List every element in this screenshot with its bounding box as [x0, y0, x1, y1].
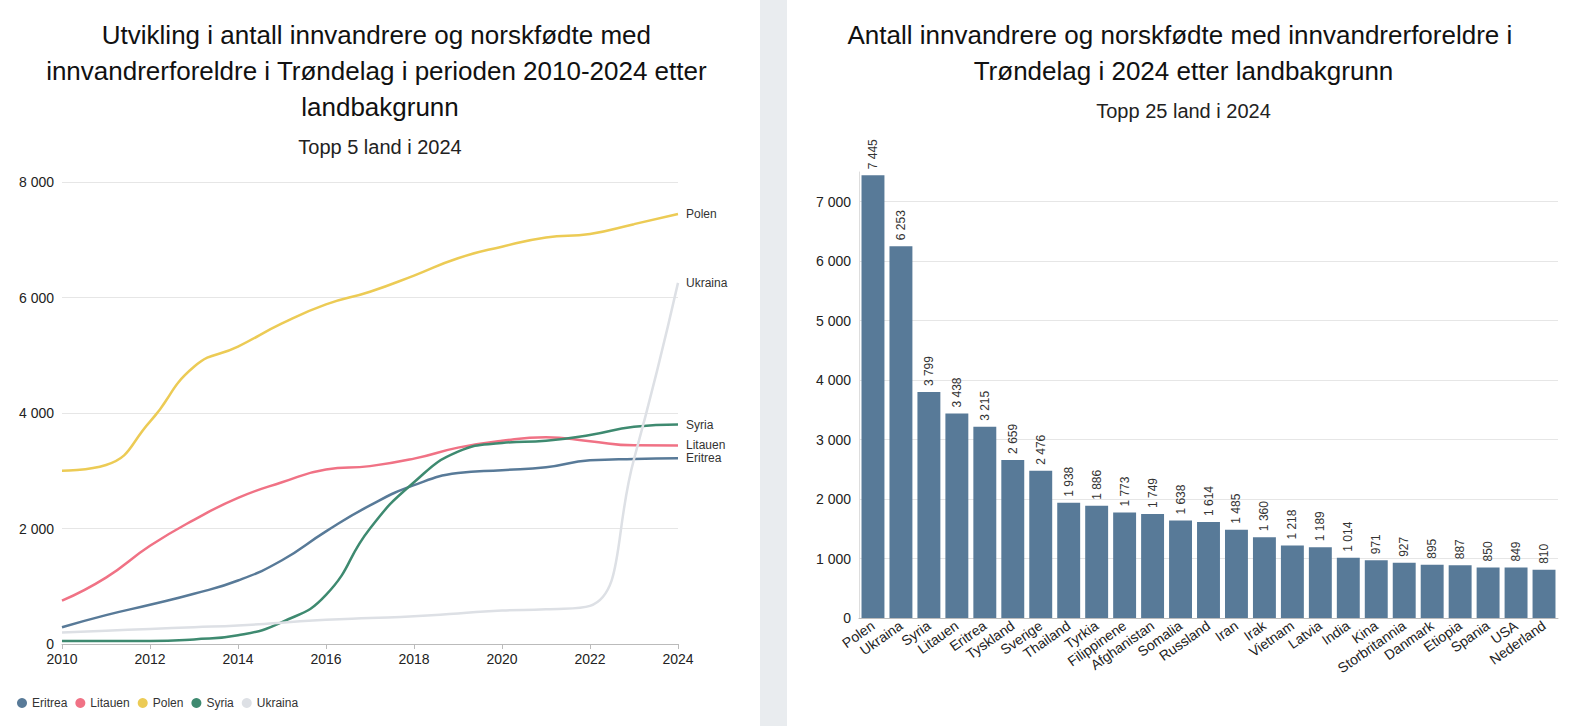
svg-text:Eritrea: Eritrea	[32, 696, 68, 710]
svg-text:6 000: 6 000	[816, 253, 851, 269]
svg-text:Iran: Iran	[1212, 617, 1241, 644]
svg-text:Litauen: Litauen	[914, 617, 962, 657]
svg-text:6 253: 6 253	[894, 210, 908, 240]
svg-text:2020: 2020	[486, 651, 517, 667]
svg-text:1 485: 1 485	[1229, 493, 1243, 523]
svg-text:2 659: 2 659	[1006, 424, 1020, 454]
svg-text:Eritrea: Eritrea	[946, 617, 990, 655]
svg-text:Topp 25 land i 2024: Topp 25 land i 2024	[1096, 100, 1271, 122]
svg-text:Tyrkia: Tyrkia	[1061, 617, 1102, 652]
svg-text:Topp 5 land i 2024: Topp 5 land i 2024	[298, 136, 461, 158]
svg-text:4 000: 4 000	[19, 405, 54, 421]
svg-text:Thailand: Thailand	[1020, 617, 1074, 662]
svg-text:Ukraina: Ukraina	[857, 617, 906, 658]
svg-text:2 000: 2 000	[19, 521, 54, 537]
svg-text:Litauen: Litauen	[90, 696, 129, 710]
svg-text:1 886: 1 886	[1090, 469, 1104, 499]
svg-text:India: India	[1319, 617, 1353, 648]
svg-text:2 000: 2 000	[816, 491, 851, 507]
svg-text:Ukraina: Ukraina	[257, 696, 299, 710]
svg-text:Storbritannia: Storbritannia	[1334, 617, 1409, 677]
svg-text:1 014: 1 014	[1341, 521, 1355, 551]
svg-text:Ukraina: Ukraina	[686, 276, 728, 290]
svg-text:5 000: 5 000	[816, 313, 851, 329]
svg-text:Afghanistan: Afghanistan	[1087, 617, 1158, 673]
svg-text:0: 0	[843, 610, 851, 626]
svg-text:3 000: 3 000	[816, 432, 851, 448]
svg-text:1 773: 1 773	[1118, 476, 1132, 506]
svg-text:Polen: Polen	[686, 207, 717, 221]
svg-text:Spania: Spania	[1448, 617, 1493, 655]
svg-text:1 938: 1 938	[1062, 466, 1076, 496]
svg-text:3 799: 3 799	[922, 356, 936, 386]
svg-text:2018: 2018	[398, 651, 429, 667]
svg-text:Polen: Polen	[839, 617, 878, 652]
svg-text:4 000: 4 000	[816, 372, 851, 388]
svg-text:927: 927	[1397, 537, 1411, 557]
svg-text:USA: USA	[1487, 617, 1521, 648]
svg-text:1 638: 1 638	[1174, 484, 1188, 514]
svg-text:1 000: 1 000	[816, 551, 851, 567]
svg-text:1 360: 1 360	[1257, 501, 1271, 531]
svg-text:Danmark: Danmark	[1381, 617, 1437, 664]
svg-text:2014: 2014	[222, 651, 253, 667]
svg-text:2024: 2024	[662, 651, 693, 667]
svg-text:895: 895	[1425, 538, 1439, 558]
svg-text:1 614: 1 614	[1202, 486, 1216, 516]
svg-text:Syria: Syria	[686, 418, 714, 432]
svg-text:7 445: 7 445	[866, 139, 880, 169]
svg-text:3 438: 3 438	[950, 377, 964, 407]
svg-text:Vietnam: Vietnam	[1245, 617, 1297, 660]
svg-text:Eritrea: Eritrea	[686, 451, 722, 465]
svg-text:3 215: 3 215	[978, 390, 992, 420]
svg-text:Irak: Irak	[1240, 617, 1269, 644]
svg-text:Syria: Syria	[206, 696, 234, 710]
svg-text:1 749: 1 749	[1146, 478, 1160, 508]
svg-text:Filippinene: Filippinene	[1064, 617, 1130, 670]
svg-text:Trøndelag i 2024 etter landbak: Trøndelag i 2024 etter landbakgrunn	[974, 56, 1394, 86]
svg-text:Somalia: Somalia	[1134, 617, 1186, 660]
svg-text:innvandrerforeldre i Trøndelag: innvandrerforeldre i Trøndelag i periode…	[46, 56, 714, 86]
svg-text:2012: 2012	[134, 651, 165, 667]
svg-text:6 000: 6 000	[19, 290, 54, 306]
svg-text:1 189: 1 189	[1313, 511, 1327, 541]
svg-text:2022: 2022	[574, 651, 605, 667]
svg-text:Polen: Polen	[153, 696, 184, 710]
svg-text:Russland: Russland	[1156, 617, 1213, 664]
svg-text:887: 887	[1453, 539, 1467, 559]
svg-text:Nederland: Nederland	[1487, 617, 1549, 667]
svg-text:971: 971	[1369, 534, 1383, 554]
svg-text:Etiopia: Etiopia	[1420, 617, 1465, 656]
svg-text:Syria: Syria	[898, 617, 934, 649]
svg-text:849: 849	[1509, 541, 1523, 561]
svg-text:0: 0	[46, 636, 54, 652]
svg-text:Utvikling i antall innvandrere: Utvikling i antall innvandrere og norskf…	[102, 20, 658, 50]
svg-text:2016: 2016	[310, 651, 341, 667]
svg-text:Kina: Kina	[1348, 617, 1381, 647]
svg-text:Antall innvandrere og norskfød: Antall innvandrere og norskfødte med inn…	[847, 20, 1519, 50]
svg-text:Litauen: Litauen	[686, 438, 725, 452]
svg-text:2010: 2010	[46, 651, 77, 667]
svg-text:7 000: 7 000	[816, 194, 851, 210]
svg-text:810: 810	[1537, 543, 1551, 563]
svg-text:Sverige: Sverige	[997, 617, 1046, 658]
svg-text:850: 850	[1481, 541, 1495, 561]
svg-text:2 476: 2 476	[1034, 434, 1048, 464]
svg-text:1 218: 1 218	[1285, 509, 1299, 539]
svg-text:Tyskland: Tyskland	[962, 617, 1018, 663]
svg-text:8 000: 8 000	[19, 174, 54, 190]
svg-text:landbakgrunn: landbakgrunn	[301, 92, 459, 122]
svg-text:Latvia: Latvia	[1285, 617, 1325, 652]
